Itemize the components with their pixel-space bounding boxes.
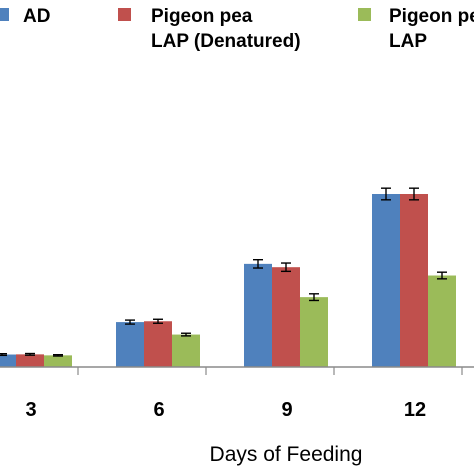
bar-2-day-6 [144,321,172,367]
bar-3-day-9 [300,297,328,367]
legend-swatch-3 [358,8,371,21]
legend-swatch-2 [118,8,131,21]
legend-swatch-1 [0,8,9,21]
bar-3-day-3 [44,355,72,367]
bar-3-day-12 [428,275,456,367]
x-tick-label-12: 12 [404,399,426,421]
x-axis-ticks: 3 6 9 12 [25,367,463,421]
bar-2-day-9 [272,267,300,367]
x-tick-label-3: 3 [25,399,36,421]
bar-1-day-9 [244,263,272,367]
bar-1-day-6 [116,322,144,367]
bars [0,187,456,367]
bar-2-day-12 [400,194,428,367]
bar-1-day-3 [0,354,16,367]
legend-label-2: Pigeon pea LAP (Denatured) [151,6,301,52]
x-tick-label-6: 6 [153,399,164,421]
x-axis-title: Days of Feeding [210,443,363,466]
x-tick-label-9: 9 [281,399,292,421]
bar-1-day-12 [372,194,400,367]
legend-label-1: AD [23,6,50,27]
bar-3-day-6 [172,334,200,367]
bar-2-day-3 [16,354,44,367]
